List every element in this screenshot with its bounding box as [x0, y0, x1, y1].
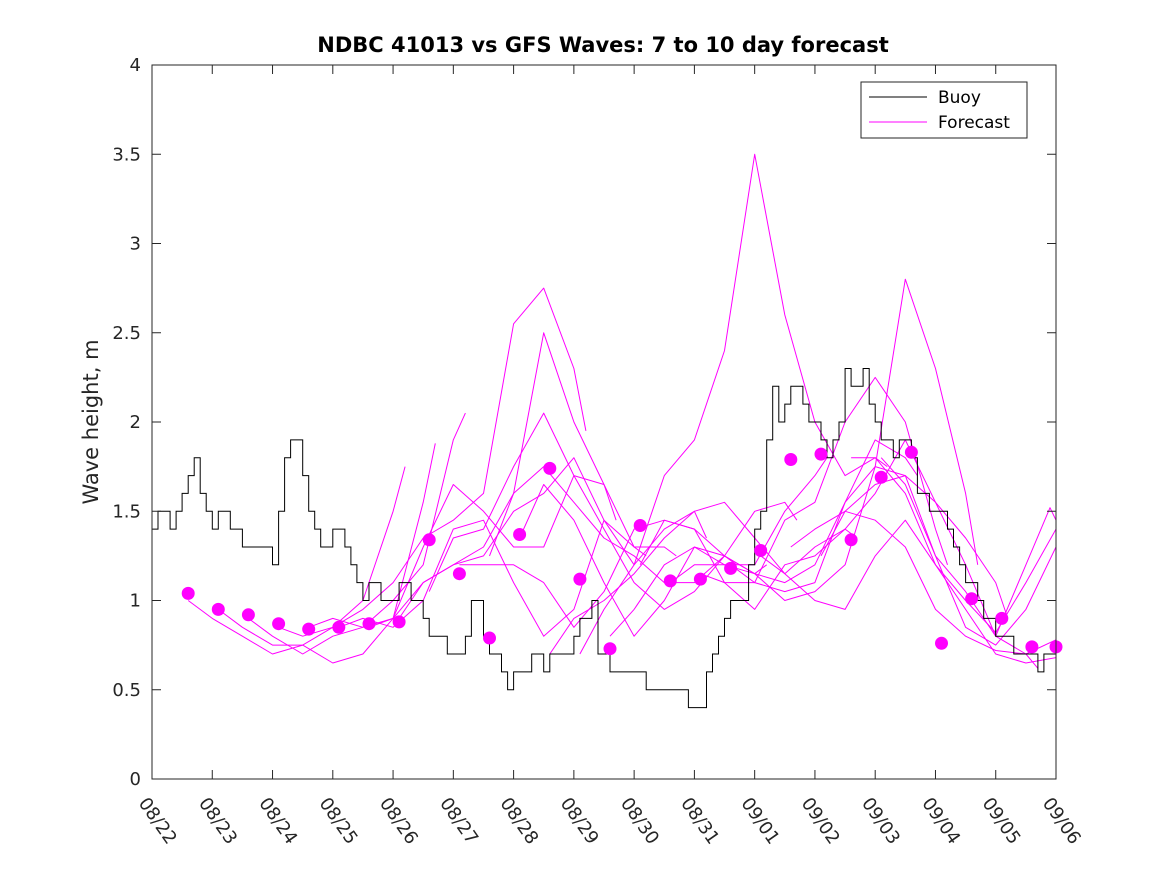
forecast-point [483, 631, 496, 645]
y-tick-label: 2.5 [112, 323, 141, 344]
forecast-point [784, 453, 798, 466]
forecast-point [452, 567, 466, 581]
y-tick-label: 3 [130, 234, 141, 255]
legend-box [860, 81, 1028, 139]
forecast-line-11 [489, 466, 798, 584]
forecast-line-15 [609, 439, 918, 637]
y-tick-label: 1.5 [112, 501, 141, 522]
y-tick-label: 0.5 [112, 680, 141, 701]
forecast-point [241, 608, 255, 622]
forecast-point [513, 528, 527, 541]
forecast-point [181, 586, 195, 600]
forecast-point [302, 622, 316, 636]
points-layer [181, 445, 1063, 656]
forecast-point [965, 592, 979, 606]
forecast-point [392, 615, 406, 629]
chart-title: NDBC 41013 vs GFS Waves: 7 to 10 day for… [317, 33, 888, 57]
forecast-point [995, 611, 1009, 625]
forecast-point [844, 533, 858, 547]
forecast-line-17 [670, 278, 979, 601]
forecast-point [272, 617, 286, 631]
forecast-point [874, 470, 888, 484]
forecast-line-13 [549, 501, 858, 655]
forecast-point [422, 533, 436, 547]
y-axis-label: Wave height, m [79, 339, 103, 504]
y-tick-label: 4 [130, 55, 141, 76]
forecast-point [603, 642, 617, 656]
buoy-line [152, 368, 1056, 709]
forecast-point [543, 461, 557, 475]
forecast-line-7 [368, 332, 677, 628]
forecast-line-9 [428, 412, 737, 610]
forecast-line-8 [398, 457, 707, 619]
forecast-point [663, 574, 677, 588]
forecast-line-2 [218, 443, 436, 664]
forecast-line-23 [851, 457, 1056, 634]
forecast-line-12 [519, 457, 828, 637]
forecast-point [211, 602, 225, 616]
forecast-line-4 [278, 287, 587, 637]
series-layer [152, 153, 1056, 709]
forecast-point [332, 620, 346, 634]
forecast-point [633, 519, 647, 532]
y-axis: 0 0.5 1 1.5 2 2.5 3 3.5 4 [112, 55, 1056, 790]
forecast-point [754, 544, 768, 557]
forecast-point [935, 636, 948, 650]
forecast-line-6 [338, 519, 647, 637]
legend-buoy-label: Buoy [938, 88, 981, 108]
y-tick-label: 3.5 [112, 144, 141, 165]
forecast-point [904, 445, 918, 459]
forecast-point [814, 447, 828, 461]
forecast-line-24 [880, 457, 1056, 637]
forecast-line-20 [760, 519, 1056, 664]
forecast-point [1025, 640, 1039, 654]
legend: Buoy Forecast [860, 81, 1028, 139]
plot-area [152, 153, 1063, 709]
y-tick-label: 1 [130, 591, 141, 612]
forecast-point [573, 572, 587, 586]
legend-forecast-label: Forecast [938, 113, 1010, 133]
forecast-point [362, 617, 376, 631]
forecast-line-18 [700, 439, 1009, 619]
forecast-point [693, 572, 707, 586]
forecast-point [724, 561, 738, 575]
forecast-line-21 [790, 510, 1056, 655]
y-tick-label: 0 [130, 769, 141, 790]
y-tick-label: 2 [130, 412, 141, 433]
forecast-line-5 [308, 475, 617, 628]
forecast-line-14 [579, 153, 888, 655]
